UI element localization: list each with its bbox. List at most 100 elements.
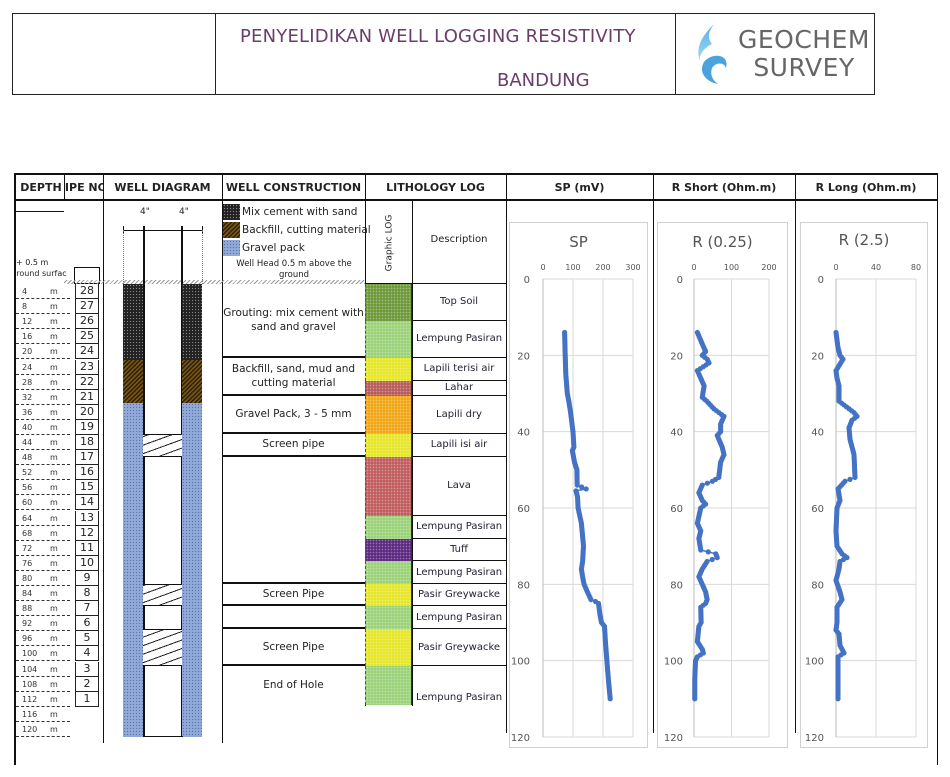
x-tick-label: 0: [691, 263, 696, 272]
lithology-description: Tuff: [412, 539, 506, 562]
pipe-number: 23: [75, 359, 99, 375]
lithology-graphic: [365, 666, 412, 706]
lithology-description: Lempung Pasiran: [412, 606, 506, 630]
y-tick-label: 100: [664, 657, 683, 668]
pipe-number: 4: [75, 646, 99, 662]
table-left-border: [14, 173, 16, 765]
col-header-pipe-no: PIPE NO: [65, 181, 103, 194]
y-tick-label: 40: [811, 428, 824, 439]
pipe-number: 19: [75, 419, 99, 435]
construction-interval: Screen Pipe: [222, 629, 365, 667]
depth-unit: m: [50, 377, 58, 387]
pipe-number: 12: [75, 525, 99, 541]
y-tick-label: 0: [524, 275, 530, 286]
depth-value: 104: [22, 664, 38, 674]
depth-unit: m: [50, 362, 58, 372]
depth-row: 48 m: [16, 450, 70, 466]
depth-value: 4: [22, 287, 28, 296]
data-point: [574, 482, 580, 488]
y-tick-label: 20: [517, 351, 530, 362]
legend-label: Gravel pack: [242, 242, 305, 254]
depth-value: 84: [22, 589, 33, 598]
data-point: [835, 696, 841, 702]
depth-unit: m: [50, 483, 58, 493]
depth-unit: m: [50, 513, 58, 523]
col-header-depth: DEPTH: [20, 181, 62, 194]
data-point-marker: [704, 480, 710, 486]
y-tick-label: 100: [511, 657, 530, 668]
depth-unit: m: [50, 709, 58, 719]
depth-row: 56 m: [16, 480, 70, 496]
depth-row: 40 m: [16, 420, 70, 435]
depth-value: 48: [22, 453, 33, 463]
depth-unit: m: [50, 332, 58, 342]
y-tick-label: 80: [811, 580, 824, 591]
pipe-number: 7: [75, 601, 99, 617]
data-point-marker: [705, 549, 711, 555]
col-header-r-short: R Short (Ohm.m): [671, 181, 777, 194]
depth-unit: m: [50, 287, 58, 296]
depth-unit: m: [50, 302, 58, 312]
data-point: [588, 597, 594, 603]
y-tick-label: 120: [511, 733, 530, 744]
cement-fill: [182, 284, 202, 360]
col-divider: [222, 173, 223, 743]
data-point: [852, 474, 858, 481]
depth-unit: m: [50, 649, 58, 659]
col-divider: [795, 173, 796, 733]
sp-chart-title: SP: [569, 233, 588, 251]
right-diameter: 4": [179, 207, 189, 217]
ground-surface-label: Ground surface: [16, 269, 66, 278]
x-tick-label: 0: [833, 263, 838, 272]
col-divider: [506, 173, 507, 733]
depth-value: 76: [22, 558, 33, 568]
pipe-number: 22: [75, 374, 99, 390]
lithology-graphic: [365, 584, 412, 607]
depth-value: 28: [22, 377, 33, 387]
depth-row: 24 m: [16, 360, 70, 375]
pipe-number: 20: [75, 404, 99, 420]
depth-row: 80 m: [16, 571, 70, 586]
depth-row: 60 m: [16, 495, 70, 511]
col-header-lithology: LITHOLOGY LOG: [386, 181, 485, 194]
lith-top: [365, 283, 506, 284]
depth-row: 96 m: [16, 631, 70, 647]
pipe-number: 11: [75, 540, 99, 556]
depth-value: 68: [22, 528, 33, 538]
lithology-description: Lava: [412, 457, 506, 516]
depth-unit: m: [50, 604, 58, 614]
depth-unit: m: [50, 453, 58, 463]
construction-interval: Screen pipe: [222, 434, 365, 457]
logo-text: GEOCHEM SURVEY: [738, 25, 870, 82]
r-short-chart-title: R (0.25): [692, 233, 753, 251]
x-tick-label: 0: [540, 263, 545, 272]
pipe-number: 10: [75, 555, 99, 571]
depth-value: 44: [22, 438, 33, 447]
y-tick-label: 40: [517, 428, 530, 439]
backfill-fill: [182, 359, 202, 403]
table-right-border: [937, 173, 938, 765]
depth-row: 88 m: [16, 601, 70, 617]
pipe-number: 28: [75, 284, 99, 300]
well-head-note: Well Head 0.5 m above the ground: [236, 259, 352, 280]
lithology-graphic: [365, 456, 412, 516]
construction-interval: Screen Pipe: [222, 584, 365, 607]
depth-row: 112 m: [16, 692, 70, 707]
flame-logo-icon: [698, 24, 727, 84]
table-top-border: [14, 173, 937, 175]
data-point: [714, 555, 720, 561]
lithology-graphic: [365, 629, 412, 667]
pipe-number: 8: [75, 586, 99, 602]
screen-pipe: [143, 584, 182, 607]
casing-top-line: [123, 230, 203, 231]
x-tick-label: 300: [625, 263, 640, 272]
depth-value: 32: [22, 392, 33, 402]
depth-value: 96: [22, 634, 33, 644]
legend-label: Mix cement with sand: [242, 206, 358, 218]
y-tick-label: 60: [517, 504, 530, 515]
y-tick-label: 120: [805, 733, 824, 744]
depth-value: 20: [22, 347, 33, 357]
depth-row: 108 m: [16, 677, 70, 692]
ground-surface-hatch: [64, 280, 365, 284]
